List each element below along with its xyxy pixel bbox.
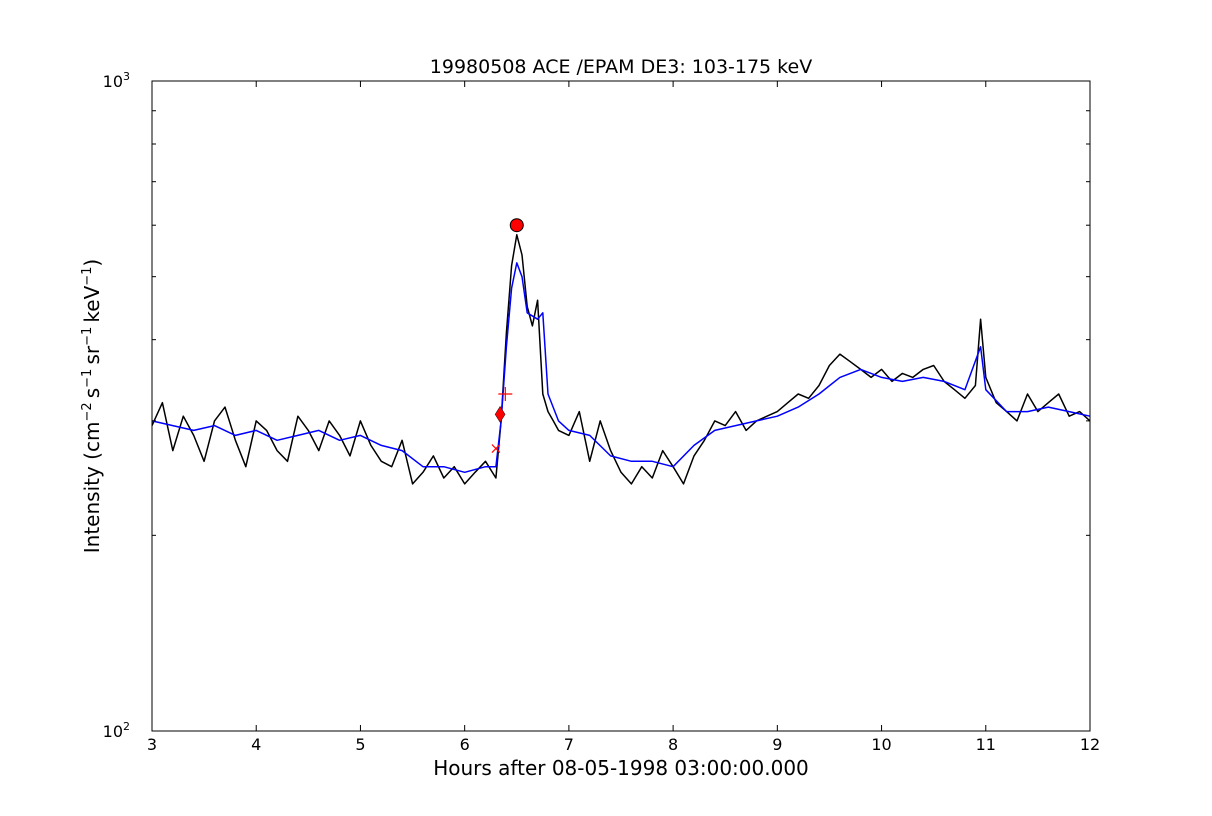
series-line-1 xyxy=(151,234,1091,485)
x-tick-label: 11 xyxy=(976,735,996,754)
x-tick-label: 6 xyxy=(460,735,470,754)
x-tick-label: 9 xyxy=(772,735,782,754)
x-tick-label: 3 xyxy=(147,735,157,754)
x-tick-label: 8 xyxy=(668,735,678,754)
plot-area: 3 4 5 6 7 8 9 10 11 12 102 103 xyxy=(103,70,1101,754)
x-tick-label: 10 xyxy=(871,735,891,754)
plot-frame xyxy=(151,80,1091,732)
marker-diamond xyxy=(494,405,506,423)
x-tick-label: 5 xyxy=(355,735,365,754)
x-axis-label: Hours after 08-05-1998 03:00:00.000 xyxy=(433,756,809,780)
chart-title: 19980508 ACE /EPAM DE3: 103-175 keV xyxy=(430,56,812,78)
series-line-2 xyxy=(151,262,1091,474)
x-tick-label: 4 xyxy=(251,735,261,754)
marker-plus xyxy=(498,386,513,401)
marker-x xyxy=(491,444,501,453)
y-tick-label: 103 xyxy=(103,70,130,91)
x-tick-label: 12 xyxy=(1080,735,1100,754)
y-axis-label: Intensity (cm−2 s−1 sr−1 keV−1) xyxy=(80,259,104,554)
y-tick-label: 102 xyxy=(103,720,130,741)
x-tick-label: 7 xyxy=(564,735,574,754)
marker-circle xyxy=(509,218,524,233)
